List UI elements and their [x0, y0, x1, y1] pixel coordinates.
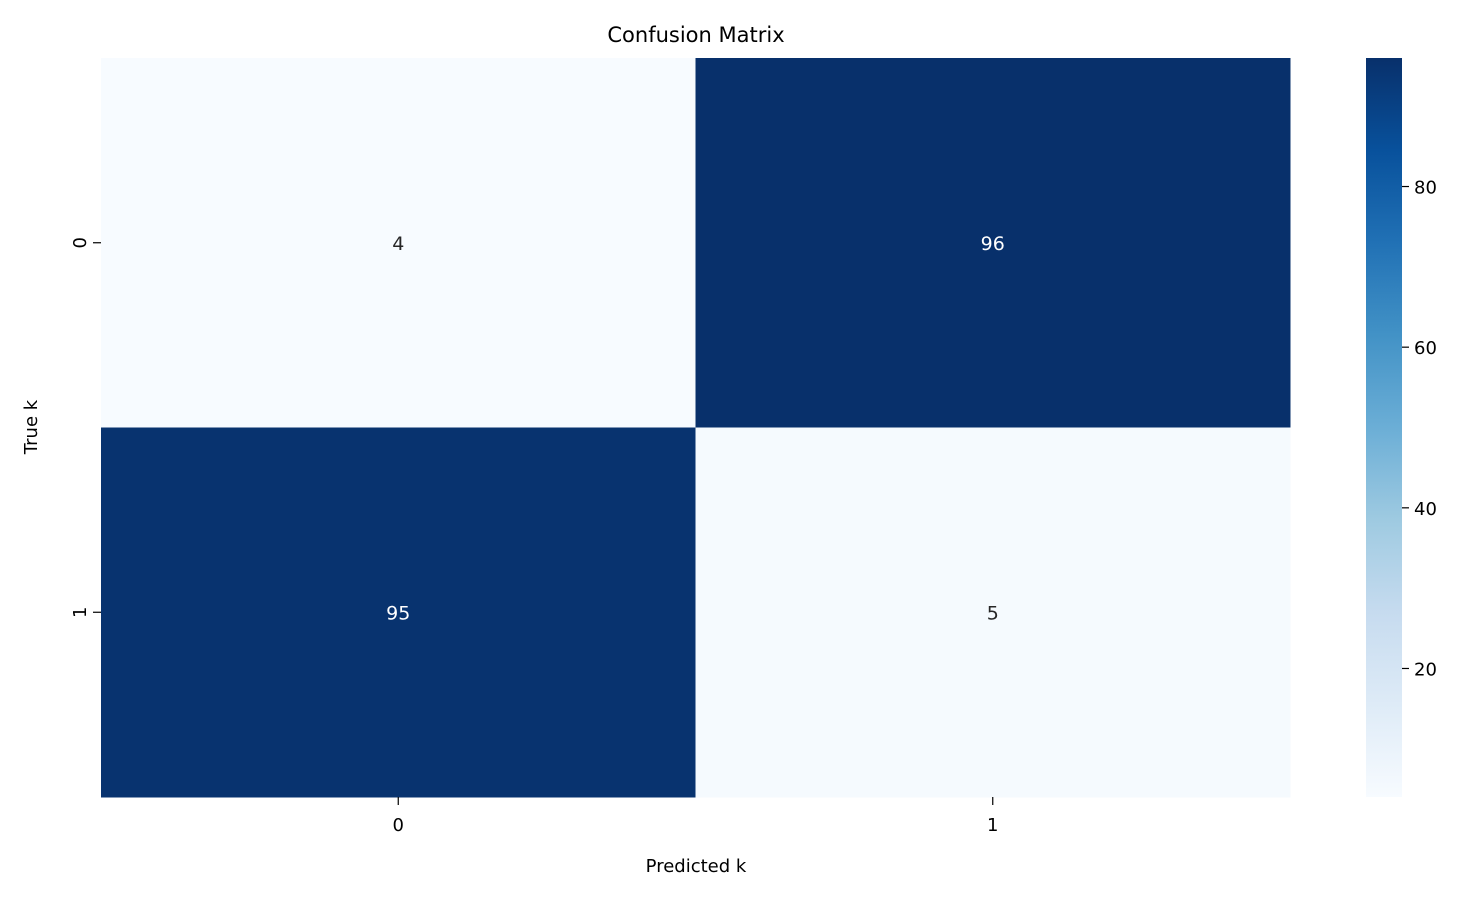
colorbar — [1366, 58, 1402, 797]
y-tick-label: 1 — [70, 607, 91, 618]
colorbar-tick-label: 40 — [1414, 499, 1437, 520]
colorbar-tick-label: 80 — [1414, 178, 1437, 199]
x-axis-label: Predicted k — [646, 856, 747, 877]
heatmap-cell — [101, 58, 696, 428]
x-tick-label: 1 — [987, 815, 998, 836]
cell-value-label: 95 — [386, 602, 410, 624]
heatmap-cell — [695, 58, 1291, 428]
x-tick-label: 0 — [393, 815, 404, 836]
cell-value-label: 5 — [987, 602, 999, 624]
cell-value-label: 96 — [981, 233, 1005, 255]
colorbar-tick-label: 60 — [1414, 338, 1437, 359]
cell-value-label: 4 — [392, 233, 404, 255]
heatmap-cell — [695, 427, 1291, 798]
y-axis-label: True k — [21, 399, 42, 455]
heatmap-cell — [101, 427, 696, 798]
chart-title: Confusion Matrix — [607, 23, 784, 47]
colorbar-tick-label: 20 — [1414, 659, 1437, 680]
y-tick-label: 0 — [70, 237, 91, 248]
